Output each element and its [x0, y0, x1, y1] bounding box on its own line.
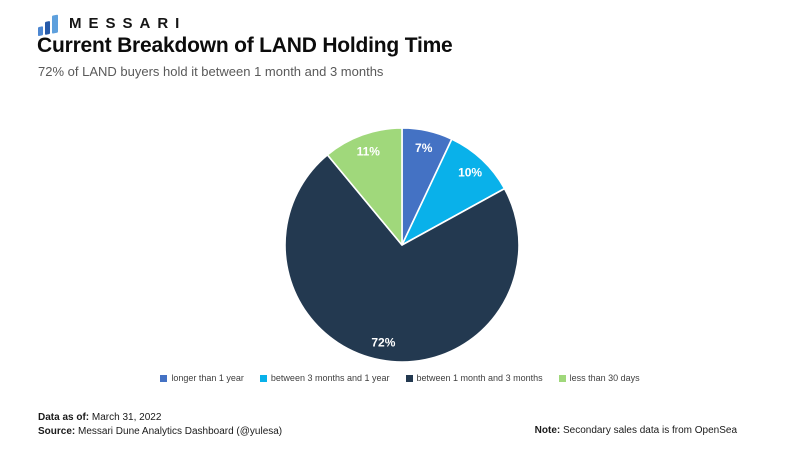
legend-swatch-icon: [558, 374, 566, 382]
pie-slice-2: [284, 154, 520, 363]
legend-swatch-icon: [160, 374, 168, 382]
legend-label: between 3 months and 1 year: [270, 373, 390, 383]
footer-meta: Data as of: March 31, 2022 Source: Messa…: [38, 411, 282, 439]
pie-slice-value-label: 10%: [458, 166, 482, 180]
data-as-of-line: Data as of: March 31, 2022: [38, 411, 282, 425]
logo-wordmark: MESSARI: [69, 14, 187, 32]
legend-item-1: between 3 months and 1 year: [259, 373, 390, 383]
legend-item-2: between 1 month and 3 months: [405, 373, 543, 383]
note-value: Secondary sales data is from OpenSea: [563, 425, 737, 436]
data-as-of-label: Data as of:: [38, 412, 90, 423]
messari-brand: MESSARI: [38, 11, 187, 37]
legend-swatch-icon: [259, 374, 267, 382]
legend-item-0: longer than 1 year: [160, 373, 244, 383]
pie-slice-value-label: 72%: [371, 336, 395, 350]
chart-subtitle: 72% of LAND buyers hold it between 1 mon…: [38, 64, 384, 79]
legend-item-3: less than 30 days: [558, 373, 640, 383]
legend-label: less than 30 days: [569, 373, 640, 383]
legend-label: longer than 1 year: [171, 373, 244, 383]
chart-legend: longer than 1 year between 3 months and 1…: [0, 373, 800, 383]
pie-slice-value-label: 7%: [415, 141, 433, 155]
messari-logo-icon: [38, 11, 62, 37]
source-value: Messari Dune Analytics Dashboard (@yules…: [78, 426, 283, 437]
pie-slice-value-label: 11%: [357, 144, 381, 158]
footer-note: Note: Secondary sales data is from OpenS…: [535, 425, 737, 436]
logo-bar-2: [45, 21, 50, 35]
pie-slice-3: [326, 127, 403, 246]
legend-swatch-icon: [405, 374, 413, 382]
note-label: Note:: [534, 425, 561, 436]
pie-chart-container: 7% 10% 72% 11%: [282, 125, 522, 365]
pie-slice-1: [401, 138, 506, 246]
source-label: Source:: [38, 426, 76, 437]
data-as-of-value: March 31, 2022: [91, 412, 162, 423]
pie-chart: 7% 10% 72% 11%: [284, 127, 520, 363]
source-line: Source: Messari Dune Analytics Dashboard…: [38, 425, 282, 439]
legend-label: between 1 month and 3 months: [416, 373, 543, 383]
logo-bar-3: [52, 14, 58, 34]
chart-title: Current Breakdown of LAND Holding Time: [37, 34, 453, 57]
